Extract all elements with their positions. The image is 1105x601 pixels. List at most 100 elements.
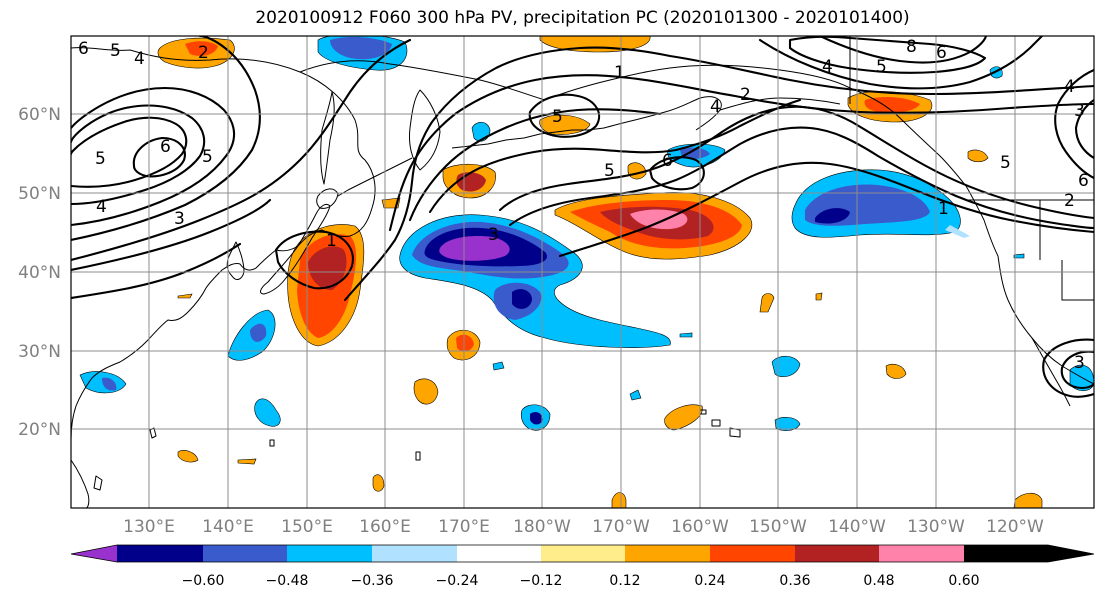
pv-contour-label: 4 (710, 97, 721, 117)
negative-precip-area (530, 412, 543, 425)
negative-precip-area (254, 398, 281, 427)
lon-label: 140°E (202, 517, 254, 537)
pv-contour (274, 230, 354, 290)
pv-contour (71, 116, 188, 188)
pv-contour (71, 38, 412, 262)
positive-precip-area (177, 293, 193, 299)
negative-precip-area (1013, 253, 1025, 259)
pv-contour-label: 1 (614, 63, 625, 83)
pv-contour-label: 5 (1000, 153, 1011, 173)
pv-contour-label: 4 (1064, 77, 1075, 97)
lon-label: 170°E (438, 517, 490, 537)
colorbar-swatch (879, 545, 964, 562)
negative-precip-area (330, 36, 392, 60)
positive-precip-area (630, 209, 688, 230)
pv-contour-label: 3 (1074, 353, 1085, 373)
colorbar-tick-label: 0.24 (694, 573, 725, 589)
positive-precip-area (372, 474, 385, 492)
pv-contour-label: 3 (174, 209, 185, 229)
colorbar-tick-label: −0.60 (182, 573, 225, 589)
negative-precip-area (774, 417, 801, 431)
negative-precip-area (471, 121, 491, 142)
pv-contour (71, 198, 272, 272)
lon-label: 160°E (359, 517, 411, 537)
pv-contour (388, 74, 1094, 232)
philippines-coastline (71, 459, 103, 508)
kurils-coastline (337, 157, 413, 197)
pv-contour-label: 6 (936, 43, 947, 63)
negative-precip-area (679, 332, 693, 338)
siberia-north-coastline (299, 60, 546, 101)
lat-label: 40°N (18, 263, 61, 283)
page-title: 2020100912 F060 300 hPa PV, precipitatio… (255, 8, 910, 28)
pv-contour-label: 5 (95, 149, 106, 169)
colorbar-tick-label: −0.12 (520, 573, 563, 589)
pv-contour (71, 242, 242, 300)
positive-precip-area (177, 450, 199, 463)
lon-label: 160°W (671, 517, 729, 537)
pv-contour-label: 3 (488, 225, 499, 245)
lat-label: 60°N (18, 105, 61, 125)
pv-contour (788, 36, 987, 74)
pv-contour (648, 156, 705, 191)
positive-precip-area (237, 458, 257, 465)
lon-label: 150°W (749, 517, 807, 537)
pv-contour (758, 36, 1044, 90)
positive-precip-area (967, 149, 989, 163)
negative-precip-area (512, 289, 532, 309)
pv-contour (408, 108, 662, 222)
negative-precip-area (629, 389, 642, 401)
pv-contour-label: 2 (740, 85, 751, 105)
colorbar-tick-label: −0.48 (266, 573, 309, 589)
colorbar: −0.60 −0.48 −0.36 −0.24 −0.12 0.12 0.24 … (70, 544, 1095, 589)
colorbar-swatch (710, 545, 795, 562)
colorbar-tick-label: 0.48 (863, 573, 894, 589)
colorbar-tick-label: 0.12 (609, 573, 640, 589)
pv-contour-label: 5 (876, 57, 887, 77)
lat-label: 30°N (18, 342, 61, 362)
map-content: 6 5 4 2 5 6 5 4 3 1 3 5 1 2 4 5 6 4 5 8 … (71, 36, 1094, 508)
pv-contour-label: 4 (134, 49, 145, 69)
colorbar-swatch (287, 545, 372, 562)
positive-precip-area (611, 492, 627, 508)
pv-contour-label: 6 (662, 151, 673, 171)
colorbar-tick-label: −0.36 (351, 573, 394, 589)
negative-precip-area (771, 355, 801, 377)
negative-precip-area (439, 236, 510, 261)
pv-contour-label: 5 (604, 161, 615, 181)
colorbar-swatch (372, 545, 457, 562)
map-frame (70, 35, 1095, 509)
pv-contour (498, 105, 1094, 220)
lon-label: 120°W (986, 517, 1044, 537)
kamchatka-coastline (409, 89, 441, 171)
positive-precip-area (885, 363, 907, 379)
pv-contours (71, 36, 1094, 398)
positive-precip-area (664, 404, 703, 431)
colorbar-swatch (541, 545, 625, 562)
negative-precip-area (680, 147, 710, 159)
pv-contour (1054, 68, 1094, 180)
lon-label: 180°W (513, 517, 571, 537)
positive-precip-area (308, 246, 347, 290)
pv-contour (428, 98, 802, 214)
pv-contour-label: 5 (110, 41, 121, 61)
lon-label: 170°W (592, 517, 650, 537)
canada-border (849, 36, 1094, 301)
pv-contour (528, 93, 601, 138)
pv-contour (71, 36, 261, 242)
colorbar-swatch (203, 545, 287, 562)
lon-label: 130°E (123, 517, 175, 537)
negative-precip-area (492, 361, 505, 371)
longitude-labels: 130°E 140°E 150°E 160°E 170°E 180°W 170°… (123, 517, 1044, 537)
pv-contour (558, 161, 1094, 258)
colorbar-tick-label: 0.60 (948, 573, 979, 589)
positive-precip-area (759, 293, 775, 313)
lon-label: 150°E (281, 517, 333, 537)
lon-label: 130°W (907, 517, 965, 537)
pv-contour-label: 2 (1064, 191, 1075, 211)
pv-contour-label: 6 (78, 39, 89, 59)
pv-contour-label: 5 (552, 107, 563, 127)
baja-coastline (1031, 337, 1071, 407)
colorbar-extend-high (964, 545, 1094, 562)
